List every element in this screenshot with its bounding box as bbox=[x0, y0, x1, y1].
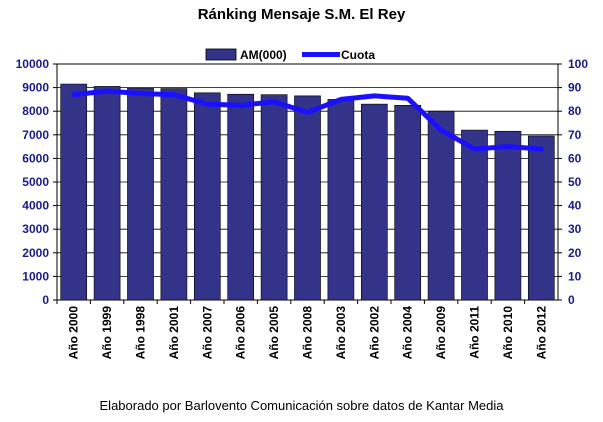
line-point bbox=[307, 111, 308, 113]
x-axis: Año 2000 Año 1999 Año 1998 Año 2001 Año 2007… bbox=[56, 300, 548, 360]
line-point bbox=[140, 93, 141, 94]
right-tick-label: 30 bbox=[568, 222, 582, 236]
bar bbox=[360, 103, 388, 301]
right-tick-label: 90 bbox=[568, 81, 582, 95]
bar bbox=[394, 105, 422, 301]
x-tick-label: Año 2010 bbox=[501, 306, 515, 360]
left-tick-label: 8000 bbox=[22, 104, 49, 118]
x-tick-label: Año 2012 bbox=[534, 306, 548, 360]
x-tick-label: Año 2004 bbox=[401, 306, 415, 360]
bar bbox=[260, 94, 288, 301]
right-tick-label: 10 bbox=[568, 269, 582, 283]
right-tick-label: 80 bbox=[568, 104, 582, 118]
x-tick-label: Año 2008 bbox=[301, 306, 315, 360]
right-tick-label: 0 bbox=[568, 293, 575, 307]
left-tick-label: 6000 bbox=[22, 151, 49, 165]
legend-bar-label: AM(000) bbox=[240, 48, 287, 62]
right-tick-label: 100 bbox=[568, 57, 588, 71]
line-point bbox=[73, 94, 75, 96]
x-tick-label: Año 1999 bbox=[100, 306, 114, 360]
line-point bbox=[474, 148, 475, 150]
line-point bbox=[206, 103, 208, 105]
left-y-axis: 0 1000 2000 3000 4000 5000 6000 7000 8000 9000 100… bbox=[16, 57, 57, 307]
x-tick-label: Año 2006 bbox=[234, 306, 248, 360]
line-point bbox=[340, 98, 342, 100]
x-tick-label: Año 2001 bbox=[167, 306, 181, 360]
line-point bbox=[440, 129, 442, 131]
line-point bbox=[507, 146, 509, 148]
left-tick-label: 0 bbox=[42, 293, 49, 307]
left-tick-label: 10000 bbox=[16, 57, 50, 71]
right-tick-label: 50 bbox=[568, 175, 582, 189]
right-tick-label: 70 bbox=[568, 128, 582, 142]
bar bbox=[427, 110, 455, 301]
line-point bbox=[173, 94, 175, 96]
right-tick-label: 20 bbox=[568, 246, 582, 260]
left-tick-label: 5000 bbox=[22, 175, 49, 189]
bar bbox=[60, 83, 88, 301]
left-tick-label: 3000 bbox=[22, 222, 49, 236]
x-tick-label: Año 1998 bbox=[134, 306, 148, 360]
bar bbox=[294, 95, 321, 301]
x-tick-label: Año 2000 bbox=[67, 306, 81, 360]
left-tick-label: 9000 bbox=[22, 81, 49, 95]
bar bbox=[127, 87, 154, 301]
line-point bbox=[273, 101, 275, 103]
line-point bbox=[240, 104, 242, 106]
right-tick-label: 40 bbox=[568, 199, 582, 213]
cuota-line bbox=[71, 88, 544, 152]
line-point bbox=[373, 95, 375, 97]
line-point bbox=[106, 90, 108, 92]
line-point bbox=[540, 148, 542, 150]
bar bbox=[227, 93, 255, 301]
bar bbox=[527, 135, 555, 301]
legend: AM(000) Cuota bbox=[205, 48, 375, 62]
legend-bar-swatch bbox=[205, 48, 237, 61]
bar bbox=[461, 129, 488, 301]
x-tick-label: Año 2007 bbox=[200, 306, 214, 360]
x-tick-label: Año 2003 bbox=[334, 306, 348, 360]
right-tick-label: 60 bbox=[568, 151, 582, 165]
bars bbox=[60, 83, 555, 301]
right-y-axis: 0 10 20 30 40 50 60 70 80 90 100 bbox=[558, 57, 588, 307]
legend-line-label: Cuota bbox=[341, 48, 375, 62]
bar bbox=[494, 130, 522, 301]
bar bbox=[193, 92, 221, 301]
bar bbox=[93, 86, 121, 301]
left-tick-label: 2000 bbox=[22, 246, 49, 260]
line-point bbox=[407, 97, 409, 99]
chart-title: Ránking Mensaje S.M. El Rey bbox=[197, 6, 406, 23]
left-tick-label: 1000 bbox=[22, 269, 49, 283]
bar bbox=[327, 99, 355, 301]
x-tick-label: Año 2002 bbox=[367, 306, 381, 360]
x-tick-label: Año 2009 bbox=[434, 306, 448, 360]
left-tick-label: 4000 bbox=[22, 199, 49, 213]
left-tick-label: 7000 bbox=[22, 128, 49, 142]
chart-caption: Elaborado por Barlovento Comunicación so… bbox=[99, 398, 504, 413]
x-tick-label: Año 2011 bbox=[468, 306, 482, 359]
bar bbox=[160, 88, 188, 301]
x-tick-label: Año 2005 bbox=[267, 306, 281, 360]
